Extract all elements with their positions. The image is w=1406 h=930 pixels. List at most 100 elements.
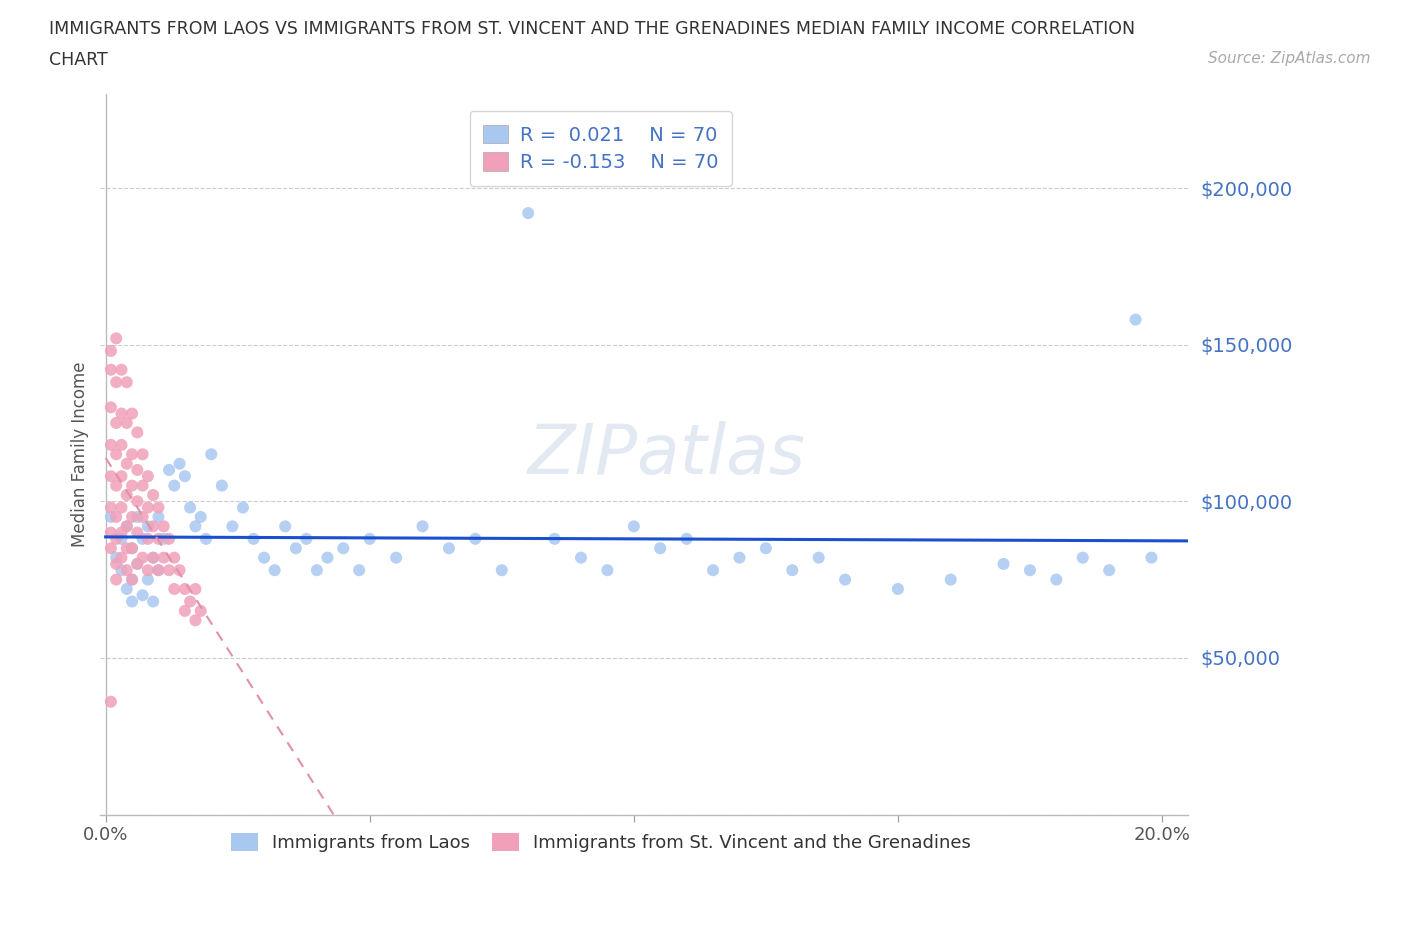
- Point: [163, 478, 186, 493]
- Point: [131, 551, 153, 565]
- Point: [127, 556, 149, 571]
- Point: [100, 469, 122, 484]
- Point: [385, 551, 408, 565]
- Point: [242, 531, 264, 546]
- Point: [157, 563, 180, 578]
- Point: [110, 563, 132, 578]
- Point: [491, 563, 513, 578]
- Point: [121, 446, 143, 461]
- Point: [316, 551, 339, 565]
- Point: [142, 519, 165, 534]
- Point: [110, 531, 132, 546]
- Point: [115, 519, 138, 534]
- Point: [110, 551, 132, 565]
- Point: [728, 551, 751, 565]
- Point: [136, 519, 159, 534]
- Point: [110, 363, 132, 378]
- Point: [1125, 312, 1147, 327]
- Point: [834, 572, 856, 587]
- Point: [121, 406, 143, 421]
- Point: [100, 541, 122, 556]
- Point: [105, 556, 128, 571]
- Point: [807, 551, 830, 565]
- Point: [295, 531, 318, 546]
- Point: [650, 541, 672, 556]
- Point: [163, 581, 186, 596]
- Point: [105, 478, 128, 493]
- Point: [184, 519, 207, 534]
- Point: [179, 594, 201, 609]
- Point: [437, 541, 460, 556]
- Point: [148, 563, 170, 578]
- Point: [115, 487, 138, 502]
- Point: [105, 572, 128, 587]
- Point: [939, 572, 962, 587]
- Point: [131, 588, 153, 603]
- Point: [100, 363, 122, 378]
- Point: [412, 519, 434, 534]
- Point: [305, 563, 328, 578]
- Text: IMMIGRANTS FROM LAOS VS IMMIGRANTS FROM ST. VINCENT AND THE GRENADINES MEDIAN FA: IMMIGRANTS FROM LAOS VS IMMIGRANTS FROM …: [49, 20, 1135, 38]
- Point: [152, 519, 174, 534]
- Point: [347, 563, 370, 578]
- Point: [173, 581, 195, 596]
- Point: [110, 437, 132, 452]
- Point: [359, 531, 381, 546]
- Point: [127, 525, 149, 540]
- Point: [136, 531, 159, 546]
- Point: [142, 487, 165, 502]
- Point: [127, 494, 149, 509]
- Point: [184, 613, 207, 628]
- Point: [127, 425, 149, 440]
- Point: [169, 563, 191, 578]
- Point: [190, 604, 212, 618]
- Point: [157, 462, 180, 477]
- Point: [131, 478, 153, 493]
- Point: [115, 581, 138, 596]
- Point: [163, 551, 186, 565]
- Point: [1019, 563, 1042, 578]
- Point: [121, 541, 143, 556]
- Point: [121, 572, 143, 587]
- Point: [596, 563, 619, 578]
- Point: [142, 551, 165, 565]
- Point: [121, 510, 143, 525]
- Point: [127, 556, 149, 571]
- Text: CHART: CHART: [49, 51, 108, 69]
- Point: [115, 416, 138, 431]
- Point: [121, 541, 143, 556]
- Point: [221, 519, 243, 534]
- Point: [253, 551, 276, 565]
- Legend: Immigrants from Laos, Immigrants from St. Vincent and the Grenadines: Immigrants from Laos, Immigrants from St…: [224, 826, 979, 859]
- Point: [127, 462, 149, 477]
- Point: [110, 406, 132, 421]
- Point: [115, 519, 138, 534]
- Point: [105, 416, 128, 431]
- Point: [105, 331, 128, 346]
- Point: [105, 551, 128, 565]
- Point: [121, 594, 143, 609]
- Point: [1098, 563, 1121, 578]
- Y-axis label: Median Family Income: Median Family Income: [72, 362, 89, 547]
- Point: [121, 478, 143, 493]
- Point: [675, 531, 697, 546]
- Point: [623, 519, 645, 534]
- Point: [142, 594, 165, 609]
- Point: [115, 541, 138, 556]
- Point: [200, 446, 222, 461]
- Point: [110, 525, 132, 540]
- Point: [127, 510, 149, 525]
- Text: Source: ZipAtlas.com: Source: ZipAtlas.com: [1208, 51, 1371, 66]
- Point: [131, 531, 153, 546]
- Point: [105, 510, 128, 525]
- Point: [517, 206, 540, 220]
- Point: [157, 531, 180, 546]
- Point: [136, 563, 159, 578]
- Point: [136, 469, 159, 484]
- Point: [148, 500, 170, 515]
- Point: [115, 563, 138, 578]
- Point: [100, 500, 122, 515]
- Point: [702, 563, 724, 578]
- Point: [190, 510, 212, 525]
- Point: [179, 500, 201, 515]
